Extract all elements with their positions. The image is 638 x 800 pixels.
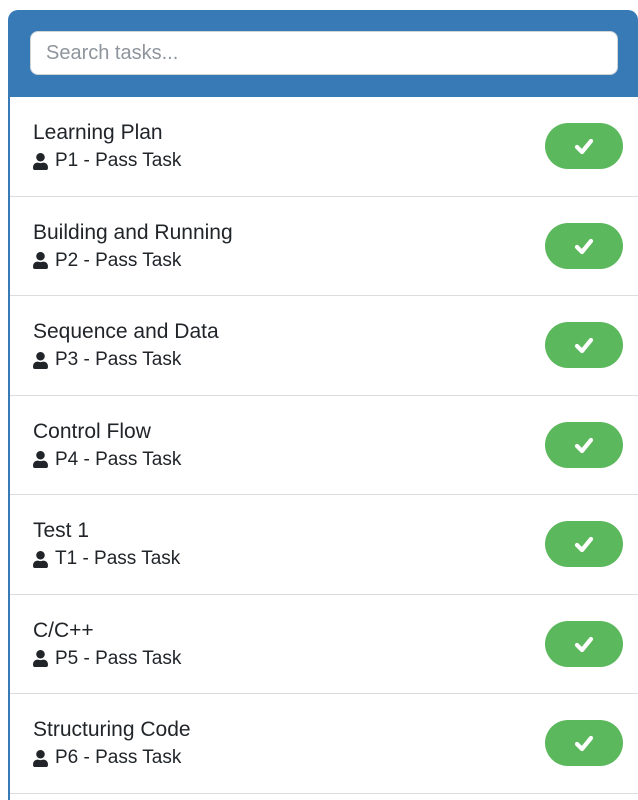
- task-status-badge[interactable]: [545, 720, 623, 767]
- user-icon: [33, 550, 48, 568]
- check-icon: [574, 537, 594, 553]
- task-info: Structuring Code P6 - Pass Task: [33, 717, 191, 769]
- task-status-badge[interactable]: [545, 222, 623, 269]
- task-title: Building and Running: [33, 220, 233, 244]
- task-row[interactable]: Structuring Code P6 - Pass Task: [10, 694, 638, 794]
- task-title: Test 1: [33, 519, 90, 543]
- task-title: Learning Plan: [33, 121, 163, 145]
- check-icon: [574, 437, 594, 453]
- task-subtitle: P3 - Pass Task: [55, 349, 182, 371]
- check-icon: [574, 139, 594, 155]
- task-subtitle: P6 - Pass Task: [55, 747, 182, 769]
- task-subtitle: P2 - Pass Task: [55, 249, 182, 271]
- task-row[interactable]: Test 1 T1 - Pass Task: [10, 495, 638, 595]
- task-info: Test 1 T1 - Pass Task: [33, 518, 180, 570]
- user-icon: [33, 451, 48, 469]
- task-subtitle-row: P2 - Pass Task: [33, 250, 233, 272]
- task-info: Sequence and Data P3 - Pass Task: [33, 319, 219, 371]
- task-list: Learning Plan P1 - Pass Task Building an…: [8, 97, 638, 800]
- task-status-badge[interactable]: [545, 322, 623, 369]
- check-icon: [574, 636, 594, 652]
- task-subtitle: T1 - Pass Task: [55, 548, 181, 570]
- check-icon: [574, 238, 594, 254]
- task-row[interactable]: C/C++ P5 - Pass Task: [10, 594, 638, 694]
- task-subtitle-row: P4 - Pass Task: [33, 449, 181, 471]
- task-info: Building and Running P2 - Pass Task: [33, 220, 233, 272]
- search-input[interactable]: [30, 31, 618, 75]
- task-title: Control Flow: [33, 419, 151, 443]
- task-subtitle-row: P6 - Pass Task: [33, 747, 191, 769]
- user-icon: [33, 152, 48, 170]
- task-info: Learning Plan P1 - Pass Task: [33, 120, 181, 172]
- check-icon: [574, 338, 594, 354]
- task-subtitle-row: P5 - Pass Task: [33, 648, 181, 670]
- task-subtitle: P5 - Pass Task: [55, 647, 182, 669]
- task-info: C/C++ P5 - Pass Task: [33, 618, 181, 670]
- task-row[interactable]: Sequence and Data P3 - Pass Task: [10, 296, 638, 396]
- task-list-card: Learning Plan P1 - Pass Task Building an…: [8, 10, 638, 800]
- task-status-badge[interactable]: [545, 421, 623, 468]
- task-row[interactable]: Control Flow P4 - Pass Task: [10, 395, 638, 495]
- task-title: Sequence and Data: [33, 320, 219, 344]
- task-row[interactable]: Building and Running P2 - Pass Task: [10, 196, 638, 296]
- user-icon: [33, 252, 48, 270]
- task-subtitle-row: T1 - Pass Task: [33, 548, 180, 570]
- user-icon: [33, 749, 48, 767]
- task-info: Control Flow P4 - Pass Task: [33, 419, 181, 471]
- task-status-badge[interactable]: [545, 620, 623, 667]
- user-icon: [33, 351, 48, 369]
- task-title: C/C++: [33, 618, 94, 642]
- search-header: [8, 10, 638, 97]
- task-subtitle: P4 - Pass Task: [55, 448, 182, 470]
- task-status-badge[interactable]: [545, 521, 623, 568]
- task-status-badge[interactable]: [545, 123, 623, 170]
- user-icon: [33, 650, 48, 668]
- task-row[interactable]: Learning Plan P1 - Pass Task: [10, 97, 638, 197]
- task-subtitle-row: P3 - Pass Task: [33, 349, 219, 371]
- task-title: Structuring Code: [33, 718, 191, 742]
- task-subtitle-row: P1 - Pass Task: [33, 150, 181, 172]
- task-subtitle: P1 - Pass Task: [55, 150, 182, 172]
- check-icon: [574, 736, 594, 752]
